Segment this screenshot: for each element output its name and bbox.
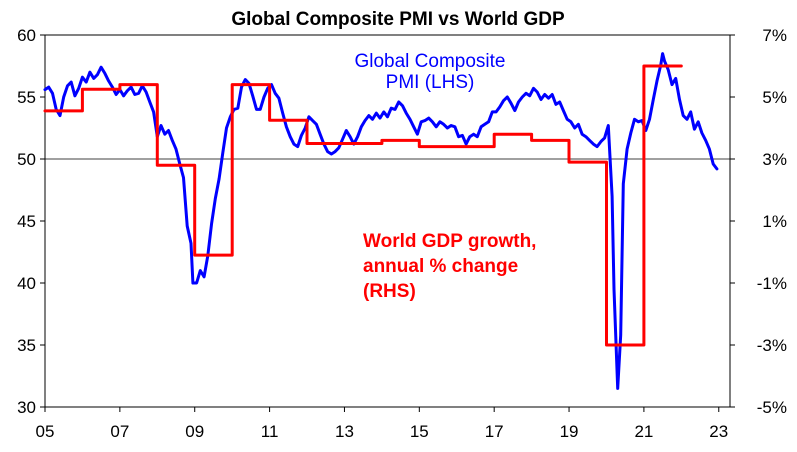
axes bbox=[40, 34, 735, 412]
x-tick-label: 19 bbox=[560, 422, 579, 441]
y-left-tick-label: 35 bbox=[17, 336, 36, 355]
y-left-tick-label: 55 bbox=[17, 88, 36, 107]
y-left-tick-label: 45 bbox=[17, 212, 36, 231]
pmi-series-line bbox=[43, 52, 719, 390]
y-right-tick-label: 3% bbox=[762, 150, 787, 169]
x-tick-label: 11 bbox=[261, 422, 279, 441]
gdp-annotation-line: annual % change bbox=[363, 256, 518, 277]
x-tick-label: 13 bbox=[335, 422, 354, 441]
y-right-tick-label: -1% bbox=[757, 274, 787, 293]
y-right-tick-label: 7% bbox=[762, 26, 787, 45]
chart-title: Global Composite PMI vs World GDP bbox=[231, 9, 565, 30]
y-right-tick-label: -5% bbox=[757, 398, 787, 417]
y-left-tick-label: 40 bbox=[17, 274, 36, 293]
y-right-tick-label: 1% bbox=[762, 212, 787, 231]
series-lines bbox=[43, 52, 719, 390]
x-tick-label: 23 bbox=[709, 422, 728, 441]
pmi-annotation-line: PMI (LHS) bbox=[386, 72, 475, 93]
y-left-tick-label: 50 bbox=[17, 150, 36, 169]
tick-labels: 05 07 09 11 13 15 17 19 21 23 30 35 40 45 50 55 60 -5% -3%… bbox=[17, 26, 787, 441]
y-right-tick-label: -3% bbox=[757, 336, 787, 355]
x-tick-label: 07 bbox=[110, 422, 129, 441]
gdp-series-line bbox=[43, 64, 683, 347]
y-left-tick-label: 30 bbox=[17, 398, 36, 417]
x-tick-label: 09 bbox=[185, 422, 204, 441]
x-tick-label: 21 bbox=[634, 422, 653, 441]
pmi-annotation-line: Global Composite bbox=[354, 51, 505, 72]
gdp-annotation-line: (RHS) bbox=[363, 281, 416, 302]
y-right-tick-label: 5% bbox=[762, 88, 787, 107]
y-left-tick-label: 60 bbox=[17, 26, 36, 45]
gdp-annotation-line: World GDP growth, bbox=[363, 231, 536, 252]
x-tick-label: 17 bbox=[485, 422, 504, 441]
x-tick-label: 15 bbox=[410, 422, 429, 441]
x-tick-label: 05 bbox=[36, 422, 55, 441]
